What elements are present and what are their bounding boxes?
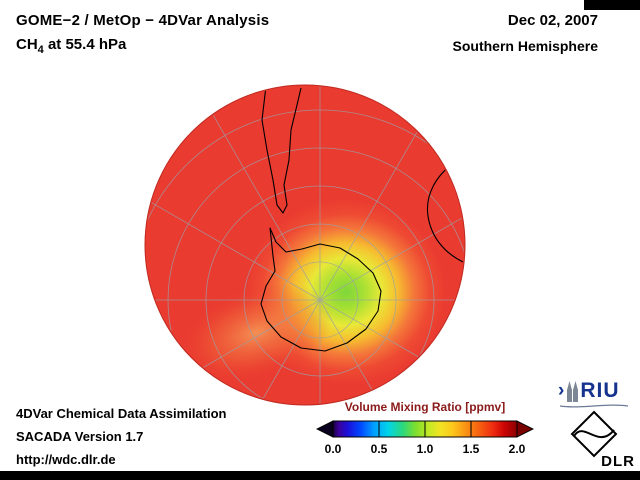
- low-band-anomaly: [178, 282, 334, 384]
- credit-url: http://wdc.dlr.de: [16, 452, 116, 467]
- colorbar-tick-marks: [378, 421, 472, 437]
- plot-title: GOME−2 / MetOp − 4DVar Analysis: [16, 12, 270, 29]
- plot-subtitle: CH4 at 55.4 hPa: [16, 36, 269, 56]
- cathedral-icon: [567, 381, 579, 402]
- colorbar-title: Volume Mixing Ratio [ppmv]: [344, 400, 506, 414]
- species-subscript: 4: [37, 44, 44, 56]
- tick-label-4: 2.0: [508, 442, 526, 456]
- header-left: GOME−2 / MetOp − 4DVar Analysis CH4 at 5…: [16, 12, 269, 56]
- species-label: CH: [16, 36, 38, 53]
- coastline-south-america: [261, 86, 302, 214]
- riu-logo: › RIU: [558, 378, 634, 410]
- region-label: Southern Hemisphere: [452, 38, 598, 54]
- colorbar-tick-labels: 0.0 0.5 1.0 1.5 2.0: [316, 442, 534, 458]
- black-bar-top-right: [584, 0, 640, 10]
- globe-map: [140, 80, 470, 410]
- colorbar: Volume Mixing Ratio [ppmv]: [316, 400, 534, 458]
- credit-line-2: SACADA Version 1.7: [16, 429, 144, 444]
- colorbar-bar: [316, 420, 534, 438]
- dlr-logo: DLR: [565, 410, 635, 470]
- tick-label-2: 1.0: [416, 442, 434, 456]
- tick-label-0: 0.0: [324, 442, 342, 456]
- globe-svg: [144, 84, 466, 406]
- footer-credits: 4DVar Chemical Data Assimilation SACADA …: [16, 402, 227, 471]
- date-label: Dec 02, 2007: [507, 12, 598, 29]
- riu-underline-icon: [559, 404, 629, 408]
- tick-label-3: 1.5: [462, 442, 480, 456]
- header-right: Dec 02, 2007 Southern Hemisphere: [453, 12, 598, 54]
- colorbar-left-arrow: [316, 420, 334, 438]
- riu-chevron-icon: ›: [558, 380, 565, 401]
- coastline-antarctica: [260, 227, 382, 352]
- colorbar-right-arrow: [516, 420, 534, 438]
- credit-line-1: 4DVar Chemical Data Assimilation: [16, 406, 227, 421]
- dlr-logo-text: DLR: [601, 453, 635, 470]
- level-label: at 55.4 hPa: [43, 36, 127, 53]
- dlr-diamond-icon: [570, 410, 618, 458]
- riu-logo-text: RIU: [580, 379, 620, 402]
- tick-label-1: 0.5: [370, 442, 388, 456]
- coastline-southern-africa: [426, 161, 464, 263]
- black-bar-bottom: [0, 471, 640, 480]
